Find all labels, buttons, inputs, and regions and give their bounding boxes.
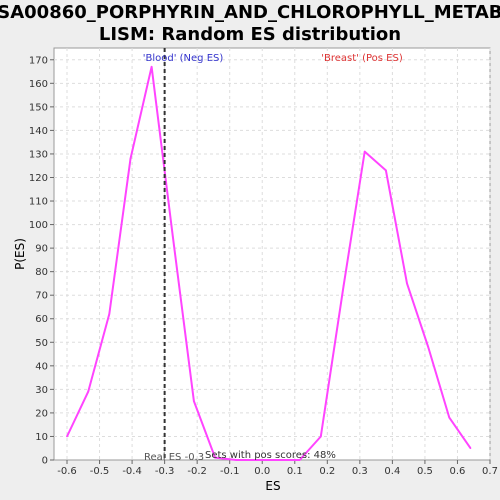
x-tick-label: 0.7 bbox=[482, 466, 498, 477]
series-point bbox=[298, 459, 301, 461]
series-point bbox=[193, 400, 195, 402]
y-tick-label: 0 bbox=[42, 456, 48, 467]
x-tick-label: 0.4 bbox=[384, 466, 400, 477]
series-point bbox=[235, 459, 238, 461]
series-point bbox=[363, 150, 366, 153]
series-point bbox=[320, 435, 322, 438]
y-tick-label: 130 bbox=[29, 149, 48, 160]
x-tick-label: 0.1 bbox=[287, 466, 303, 477]
x-tick-label: -0.5 bbox=[90, 466, 110, 477]
x-tick-label: 0.0 bbox=[254, 466, 270, 477]
plot-area bbox=[53, 47, 491, 461]
x-tick-label: 0.5 bbox=[417, 466, 433, 477]
series-line-0 bbox=[66, 65, 472, 461]
y-tick-label: 40 bbox=[35, 361, 48, 372]
y-tick-label: 50 bbox=[35, 338, 48, 349]
x-tick-label: -0.1 bbox=[220, 466, 240, 477]
y-tick-label: 120 bbox=[29, 173, 48, 184]
series-layer bbox=[66, 65, 472, 461]
x-axis-label: ES bbox=[265, 479, 280, 493]
x-tick-label: -0.3 bbox=[155, 466, 175, 477]
series-point bbox=[214, 456, 216, 459]
x-tick-label: -0.6 bbox=[57, 466, 77, 477]
y-tick-label: 150 bbox=[29, 102, 48, 113]
series-point bbox=[66, 435, 68, 438]
neg-es-label: 'Blood' (Neg ES) bbox=[143, 53, 224, 64]
series-point bbox=[171, 235, 174, 238]
series-point bbox=[256, 459, 259, 461]
chart-title-line-1: HSA00860_PORPHYRIN_AND_CHLOROPHYLL_METAB… bbox=[0, 2, 500, 23]
y-tick-label: 160 bbox=[29, 79, 48, 90]
chart-title-line-2: LISM: Random ES distribution bbox=[99, 24, 401, 45]
y-tick-label: 70 bbox=[35, 291, 48, 302]
x-tick-label: 0.2 bbox=[319, 466, 335, 477]
series-point bbox=[87, 390, 89, 393]
series-point bbox=[406, 282, 408, 285]
series-point bbox=[385, 169, 387, 172]
real-es-label: Real ES -0.3 bbox=[144, 452, 204, 463]
y-tick-label: 30 bbox=[35, 385, 48, 396]
series-point bbox=[448, 416, 451, 419]
series-point bbox=[150, 66, 153, 68]
y-tick-label: 60 bbox=[35, 314, 48, 325]
y-tick-label: 170 bbox=[29, 55, 48, 66]
y-axis: 0 10 20 30 40 50 60 70 80 90 100 110 120 130 140 150 160… bbox=[29, 55, 54, 467]
x-tick-label: 0.3 bbox=[352, 466, 368, 477]
series-point bbox=[427, 346, 429, 348]
series-point bbox=[277, 459, 280, 461]
pos-es-label: 'Breast' (Pos ES) bbox=[321, 53, 403, 64]
x-tick-label: -0.2 bbox=[187, 466, 207, 477]
x-tick-label: 0.6 bbox=[450, 466, 466, 477]
y-axis-label: P(ES) bbox=[13, 238, 27, 270]
y-tick-label: 80 bbox=[35, 267, 48, 278]
x-axis: -0.6 -0.5 -0.4 -0.3 -0.2 -0.1 0.0 0.1 0.2 0.3 0.4 0… bbox=[57, 460, 498, 477]
y-tick-label: 100 bbox=[29, 220, 48, 231]
x-tick-label: -0.4 bbox=[122, 466, 142, 477]
y-tick-label: 90 bbox=[35, 244, 48, 255]
series-point bbox=[342, 284, 345, 287]
series-point bbox=[469, 447, 472, 450]
y-tick-label: 110 bbox=[29, 197, 48, 208]
series-point bbox=[129, 157, 132, 160]
pos-scores-label: Sets with pos scores: 48% bbox=[205, 450, 336, 461]
y-tick-label: 20 bbox=[35, 408, 48, 419]
y-tick-label: 140 bbox=[29, 126, 48, 137]
y-tick-label: 10 bbox=[35, 432, 48, 443]
series-point bbox=[108, 313, 111, 315]
